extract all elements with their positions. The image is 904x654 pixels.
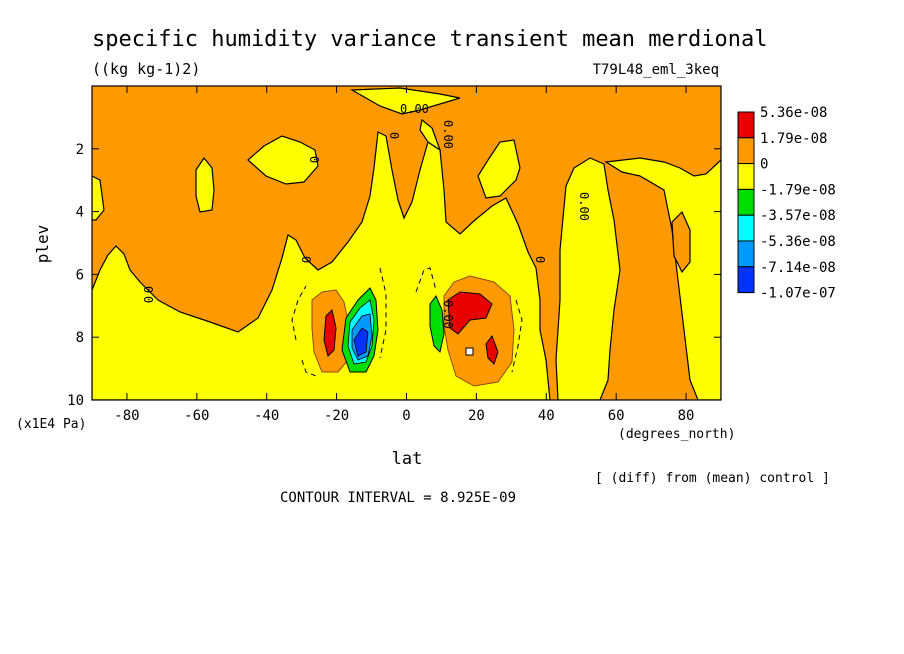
neg-contour-3	[379, 267, 387, 359]
y-tick-label: 10	[67, 393, 84, 409]
neg-contour-5	[511, 299, 523, 373]
neg-contour-4	[415, 267, 437, 293]
legend-swatch	[737, 137, 755, 165]
y-scale-note: (x1E4 Pa)	[16, 417, 86, 432]
shx-yellow-spot	[195, 156, 215, 213]
nh-pole-yellow-column	[604, 157, 721, 400]
contour-label-nh-right: 0	[533, 256, 547, 263]
x-tick-label: -20	[324, 408, 349, 424]
red-maxima	[323, 291, 499, 365]
neg-contour-2	[301, 359, 317, 377]
y-tick-label: 8	[76, 330, 84, 346]
chart-title: specific humidity variance transient mea…	[92, 27, 768, 52]
sh-red-max	[323, 309, 337, 357]
legend-label: 0	[760, 157, 768, 173]
legend-label: 5.36e-08	[760, 105, 827, 121]
x-axis: -80 -60 -40 -20 0 20 40 60 80	[114, 86, 694, 424]
x-tick-label: -80	[114, 408, 139, 424]
x-tick-label: 0	[402, 408, 410, 424]
x-tick-label: -60	[184, 408, 209, 424]
legend-label: -3.57e-08	[760, 208, 836, 224]
color-legend: 5.36e-08 1.79e-08 0 -1.79e-08 -3.57e-08 -5.36…	[737, 105, 836, 302]
neg-contour-1	[291, 285, 307, 341]
negative-contours	[291, 267, 523, 377]
legend-label: -1.07e-07	[760, 286, 836, 302]
upper-tropo-yellow	[247, 135, 319, 185]
nh-60-yellow-blob	[671, 210, 691, 274]
nh-red-max-small	[485, 334, 499, 365]
nh-white-spot	[465, 347, 474, 356]
contour-label-sh-upper: 0	[307, 156, 321, 163]
contour-label-sh-mid: 0	[299, 256, 313, 263]
y-tick-label: 6	[76, 267, 84, 283]
upper-left-yellow	[92, 175, 105, 221]
contour-label-sh-lower: 0	[141, 286, 155, 293]
y-axis-title: plev	[33, 225, 52, 264]
x-tick-label: 40	[538, 408, 555, 424]
legend-swatch	[737, 163, 755, 190]
contour-interval: CONTOUR INTERVAL = 8.925E-09	[280, 490, 516, 506]
contour-label-nh-col: 0.00	[577, 192, 591, 221]
y-tick-label: 2	[76, 142, 84, 158]
nh-column-yellow	[555, 157, 621, 400]
x-tick-label: -40	[254, 408, 279, 424]
contour-label-nh-mid: 0.00	[441, 120, 455, 149]
contour-label-nh-low: 0.00	[441, 300, 455, 329]
x-units-note: (degrees_north)	[618, 427, 735, 442]
nh-mid-yellow	[477, 139, 521, 199]
sh-deep-blue-min	[353, 327, 369, 357]
contour-label-group: 0.00 0 0 0 0 0 0.00 0.00 0 0.00	[141, 102, 591, 329]
legend-swatch	[737, 111, 755, 139]
x-tick-label: 60	[608, 408, 625, 424]
deep-blue-minima	[353, 327, 369, 357]
nh-red-max	[447, 291, 493, 335]
contour-label-sh-left: 0	[141, 296, 155, 303]
top-yellow-cap	[349, 87, 461, 115]
run-label: T79L48_eml_3keq	[593, 62, 719, 78]
x-tick-label: 20	[468, 408, 485, 424]
legend-swatch	[737, 240, 755, 268]
legend-swatch	[737, 266, 755, 294]
legend-label: -7.14e-08	[760, 260, 836, 276]
contour-label-tropics: 0	[387, 132, 401, 139]
tropics-yellow-column	[419, 118, 442, 152]
legend-swatch	[737, 188, 755, 216]
y-tick-label: 4	[76, 205, 84, 221]
units-label: ((kg kg-1)2)	[92, 60, 200, 78]
legend-swatch	[737, 214, 755, 242]
contour-label-top: 0.00	[400, 102, 429, 116]
legend-label: -5.36e-08	[760, 234, 836, 250]
nh-green-min	[429, 295, 445, 353]
plot-area: 0.00 0 0 0 0 0 0.00 0.00 0 0.00	[92, 86, 721, 400]
x-axis-title: lat	[392, 449, 423, 469]
legend-label: -1.79e-08	[760, 182, 836, 198]
diff-note: [ (diff) from (mean) control ]	[595, 471, 830, 486]
x-tick-label: 80	[678, 408, 695, 424]
y-axis: 2 4 6 8 10	[67, 142, 721, 409]
legend-label: 1.79e-08	[760, 131, 827, 147]
